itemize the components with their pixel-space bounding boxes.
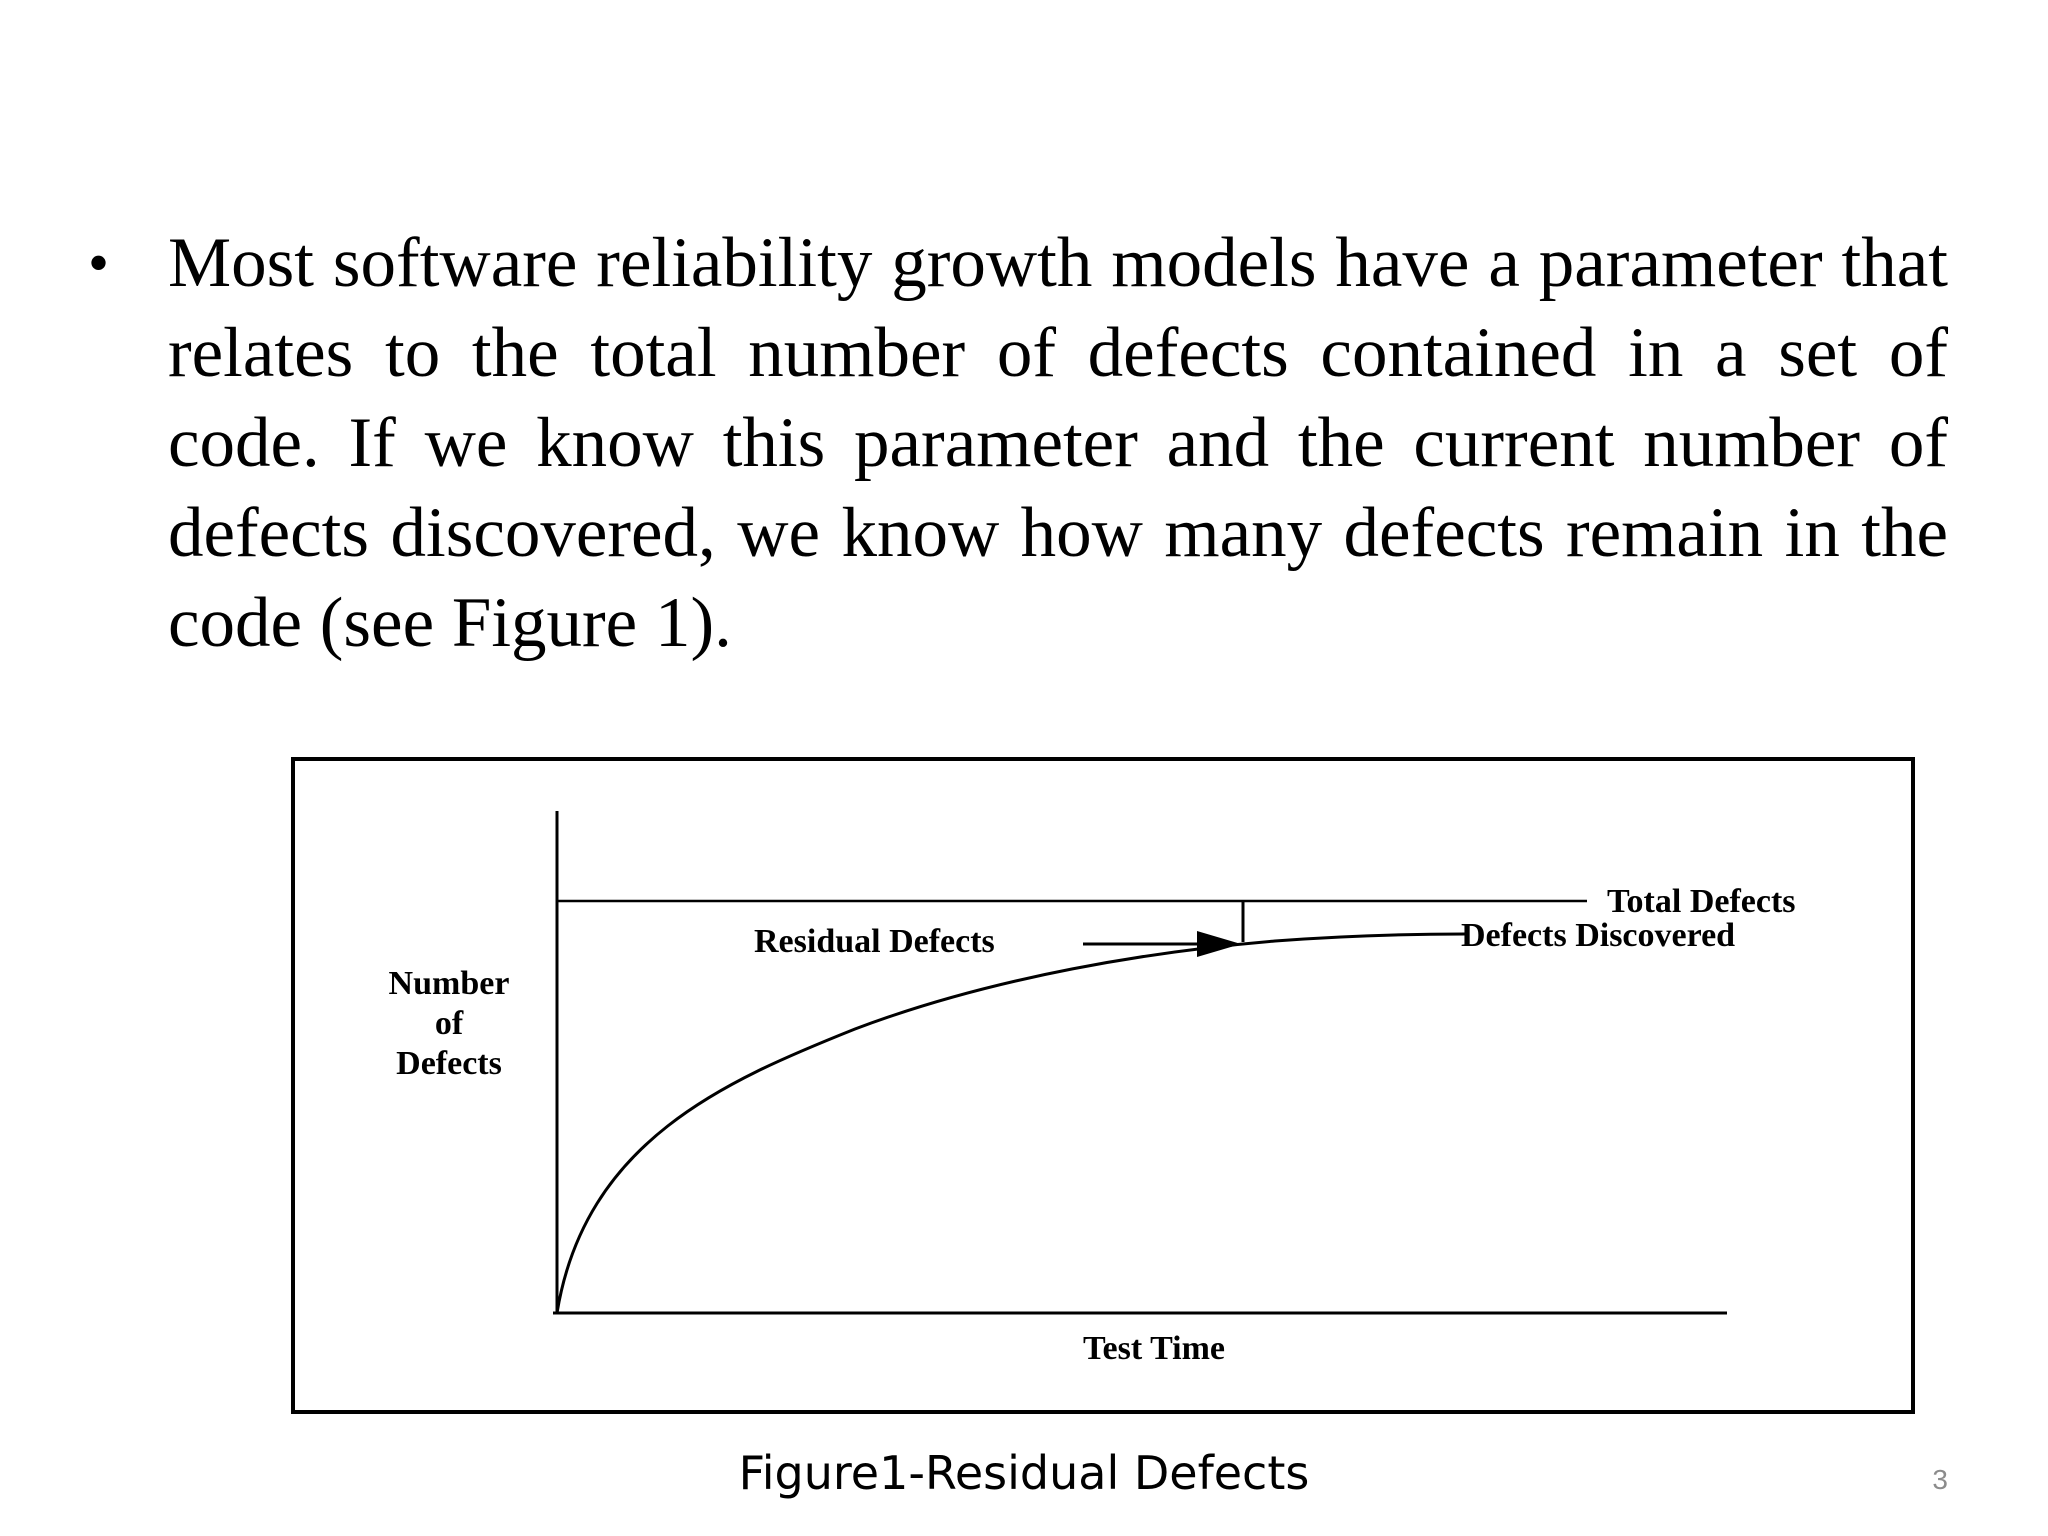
figure-caption: Figure1-Residual Defects (738, 1446, 1310, 1500)
bullet-text: Most software reliability growth models … (168, 224, 1948, 662)
defects-discovered-curve (555, 932, 1466, 1314)
bullet-dot: • (88, 230, 110, 296)
defects-discovered-label: Defects Discovered (1461, 917, 1735, 954)
residual-arrowhead (1197, 931, 1241, 957)
bullet-item: • Most software reliability growth model… (88, 218, 1948, 668)
x-axis-label: Test Time (1083, 1330, 1225, 1367)
figure-frame: Number of Defects Total Defects Defects … (291, 757, 1915, 1414)
total-defects-label: Total Defects (1607, 883, 1796, 920)
page-number: 3 (1932, 1464, 1948, 1495)
y-axis-label-line-3: Defects (396, 1045, 502, 1082)
y-axis-label-line-2: of (435, 1005, 464, 1042)
residual-defects-label: Residual Defects (754, 923, 995, 960)
residual-defects-diagram: Number of Defects Total Defects Defects … (389, 811, 1796, 1367)
y-axis-label-line-1: Number (389, 965, 510, 1002)
